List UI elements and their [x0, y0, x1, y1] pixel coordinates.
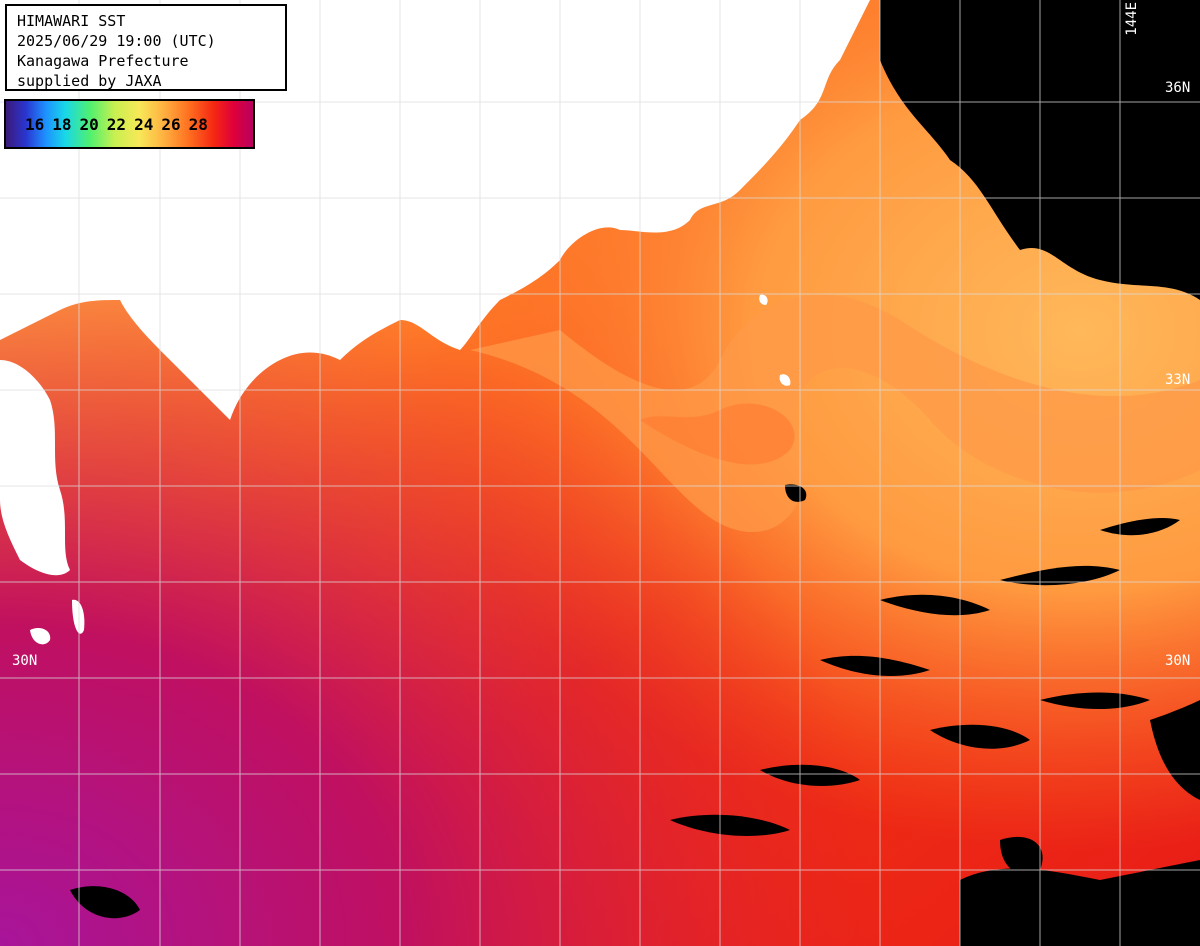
provider-prefecture: Kanagawa Prefecture	[17, 52, 189, 70]
island-small-1	[779, 374, 791, 386]
kyushu-land	[0, 360, 70, 576]
cloud-streak7	[760, 764, 860, 786]
legend-tick: 22	[106, 114, 127, 134]
lat-label-36n: 36N	[1165, 80, 1191, 96]
island-small-2	[759, 294, 768, 305]
legend-tick: 24	[134, 114, 154, 134]
legend-tick: 26	[161, 114, 181, 134]
header-info-box: HIMAWARI SST 2025/06/29 19:00 (UTC) Kana…	[5, 4, 287, 91]
cloud-streak5	[1040, 692, 1150, 709]
cloud-blob-sw	[70, 886, 140, 919]
lon-label-144e: 144E	[1124, 2, 1140, 36]
island-south	[30, 628, 51, 645]
lat-label-30n-right: 30N	[1165, 653, 1191, 669]
lat-label-30n-left: 30N	[12, 653, 38, 669]
supplier-credit: supplied by JAXA	[17, 72, 162, 90]
cloud-se3	[1000, 836, 1043, 874]
cloud-streak3	[820, 655, 930, 676]
shikoku-land	[150, 275, 380, 360]
kuroshio-eddy	[640, 403, 795, 465]
cloud-streak4	[930, 724, 1030, 749]
cloud-streak1	[880, 594, 990, 616]
cloud-se	[1150, 700, 1200, 800]
temperature-legend: 16 18 20 22 24 26 28	[4, 99, 255, 149]
legend-tick: 20	[79, 114, 99, 134]
kuroshio-current-band	[470, 294, 1200, 533]
cloud-streak6	[670, 814, 790, 836]
legend-tick: 18	[52, 114, 72, 134]
legend-tick: 28	[188, 114, 208, 134]
cloud-blob-center	[785, 484, 807, 502]
lon-label-136e: 136E	[482, 2, 498, 36]
cloud-streak2	[1000, 565, 1120, 586]
satellite-title: HIMAWARI SST	[17, 12, 126, 30]
legend-tick: 16	[25, 114, 45, 134]
island-tanegashima	[72, 599, 85, 634]
cloud-se2	[960, 860, 1200, 946]
timestamp: 2025/06/29 19:00 (UTC)	[17, 32, 216, 50]
lat-label-33n: 33N	[1165, 372, 1191, 388]
